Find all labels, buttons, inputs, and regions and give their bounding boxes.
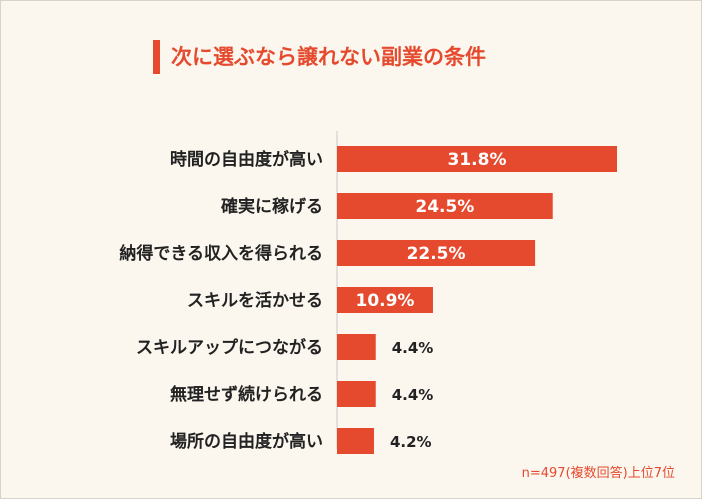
category-label: 確実に稼げる <box>221 196 323 217</box>
bar <box>337 334 376 360</box>
category-label: スキルを活かせる <box>187 290 323 311</box>
bar <box>337 193 553 219</box>
bar <box>337 240 536 266</box>
bar <box>337 287 433 313</box>
chart-title: 次に選ぶなら譲れない副業の条件 <box>171 45 486 69</box>
sample-size-footnote: n=497(複数回答)上位7位 <box>521 466 675 481</box>
value-label: 22.5% <box>407 244 466 264</box>
category-label: 納得できる収入を得られる <box>119 243 323 264</box>
title-accent-bar <box>153 40 160 74</box>
value-label: 10.9% <box>355 291 414 311</box>
category-label: スキルアップにつながる <box>136 337 323 358</box>
value-label: 24.5% <box>415 197 474 217</box>
value-label: 4.2% <box>390 433 432 451</box>
value-label: 4.4% <box>392 339 434 357</box>
category-label: 時間の自由度が高い <box>170 149 323 170</box>
value-label: 4.4% <box>392 386 434 404</box>
category-label: 無理せず続けられる <box>170 384 323 405</box>
bar <box>337 428 374 454</box>
bar <box>337 146 617 172</box>
category-label: 場所の自由度が高い <box>170 431 323 452</box>
value-label: 31.8% <box>448 150 507 170</box>
bar <box>337 381 376 407</box>
